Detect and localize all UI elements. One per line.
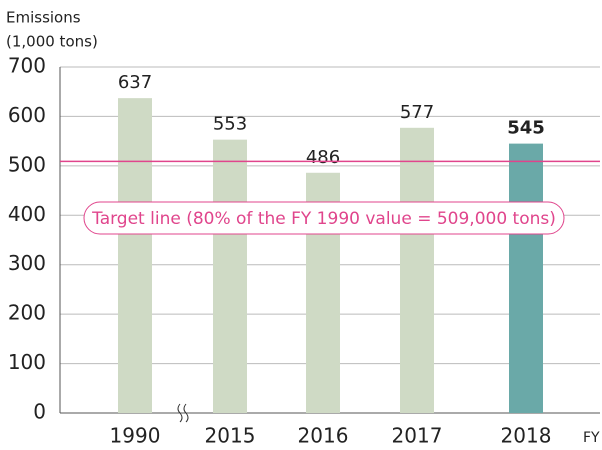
y-axis-label: (1,000 tons) [6,33,98,51]
y-axis-label: Emissions [6,9,81,27]
bar [213,139,247,413]
target-box [83,201,565,235]
data-label: 545 [507,118,545,139]
y-tick-label: 700 [8,54,46,78]
x-tick-label: 2016 [298,424,349,448]
axis-break [177,403,189,423]
data-label: 577 [400,102,434,123]
target-label: Target line (80% of the FY 1990 value = … [91,209,556,229]
y-tick-label: 400 [8,202,46,226]
x-tick-label: 2018 [501,424,552,448]
x-tick-label: 1990 [110,424,161,448]
y-tick-label: 300 [8,251,46,275]
y-tick-label: 100 [8,350,46,374]
bar [400,127,434,413]
data-label: 553 [213,114,247,135]
y-tick-label: 200 [8,301,46,325]
x-tick-label: 2017 [392,424,443,448]
y-tick-label: 600 [8,103,46,127]
y-tick-label: 500 [8,152,46,176]
y-tick-label: 0 [33,400,46,424]
x-tick-label: 2015 [205,424,256,448]
x-axis-label: FY [583,430,600,446]
bar [509,143,543,413]
data-label: 486 [306,147,340,168]
data-label: 637 [118,72,152,93]
bar [118,98,152,413]
